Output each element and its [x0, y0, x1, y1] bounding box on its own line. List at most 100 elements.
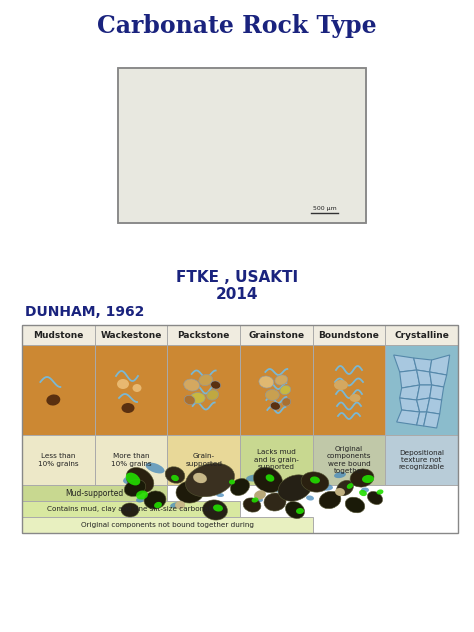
Ellipse shape: [170, 502, 180, 507]
Text: Crystalline: Crystalline: [394, 331, 449, 339]
Polygon shape: [400, 398, 419, 412]
Ellipse shape: [184, 396, 195, 404]
Ellipse shape: [230, 478, 249, 495]
Polygon shape: [417, 385, 432, 400]
Bar: [22, 501, 240, 517]
Ellipse shape: [301, 472, 329, 492]
Text: 2014: 2014: [216, 287, 258, 302]
Ellipse shape: [154, 502, 162, 508]
Ellipse shape: [121, 403, 135, 413]
Polygon shape: [400, 385, 419, 400]
Ellipse shape: [216, 493, 224, 497]
Ellipse shape: [136, 497, 144, 502]
Ellipse shape: [270, 402, 280, 410]
Bar: [385, 345, 458, 435]
Ellipse shape: [350, 469, 374, 487]
Ellipse shape: [349, 394, 361, 402]
Ellipse shape: [282, 398, 291, 406]
Bar: [385, 325, 458, 345]
Bar: [240, 345, 313, 435]
Polygon shape: [417, 412, 427, 426]
Bar: [313, 345, 385, 435]
Ellipse shape: [347, 483, 353, 489]
Bar: [22, 325, 458, 533]
Ellipse shape: [273, 487, 287, 494]
Ellipse shape: [146, 463, 164, 473]
Ellipse shape: [207, 390, 219, 400]
Bar: [313, 325, 385, 345]
Ellipse shape: [310, 477, 320, 483]
Ellipse shape: [175, 501, 185, 509]
Ellipse shape: [257, 498, 263, 502]
Ellipse shape: [124, 480, 146, 496]
Text: Boundstone: Boundstone: [319, 331, 380, 339]
Polygon shape: [400, 370, 419, 388]
Text: Mudstone: Mudstone: [33, 331, 83, 339]
Ellipse shape: [285, 501, 304, 518]
Text: Mud-supported: Mud-supported: [65, 489, 124, 497]
Bar: [22, 485, 167, 501]
Text: 500 μm: 500 μm: [313, 206, 337, 211]
Bar: [118, 68, 366, 223]
Text: Contains mud, clay and fine silt-size carbonate: Contains mud, clay and fine silt-size ca…: [46, 506, 216, 512]
Ellipse shape: [254, 490, 266, 500]
Ellipse shape: [181, 487, 189, 492]
Ellipse shape: [259, 376, 274, 388]
Ellipse shape: [337, 480, 354, 495]
Ellipse shape: [350, 480, 360, 486]
Ellipse shape: [185, 463, 235, 497]
Polygon shape: [427, 398, 442, 414]
Ellipse shape: [176, 481, 204, 503]
Bar: [95, 435, 167, 485]
Polygon shape: [414, 358, 432, 372]
Ellipse shape: [193, 473, 207, 483]
Ellipse shape: [252, 497, 258, 502]
Ellipse shape: [265, 389, 279, 401]
Ellipse shape: [300, 479, 310, 485]
Bar: [313, 435, 385, 485]
Polygon shape: [429, 372, 447, 387]
Ellipse shape: [265, 474, 274, 482]
Ellipse shape: [117, 379, 129, 389]
Bar: [22, 517, 313, 533]
Ellipse shape: [345, 497, 365, 513]
Ellipse shape: [190, 392, 205, 403]
Ellipse shape: [171, 475, 179, 481]
Polygon shape: [417, 398, 429, 412]
Bar: [167, 435, 240, 485]
Ellipse shape: [184, 379, 200, 391]
Ellipse shape: [280, 386, 291, 394]
Ellipse shape: [278, 475, 312, 501]
Ellipse shape: [121, 503, 139, 517]
Ellipse shape: [376, 489, 383, 495]
Ellipse shape: [319, 491, 341, 509]
Ellipse shape: [362, 475, 374, 483]
Polygon shape: [424, 412, 440, 428]
Ellipse shape: [213, 504, 223, 511]
Ellipse shape: [202, 500, 228, 520]
Bar: [22, 325, 95, 345]
Bar: [118, 68, 366, 223]
Bar: [240, 435, 313, 485]
Text: Original
components
were bound
together: Original components were bound together: [327, 446, 371, 474]
Bar: [22, 345, 95, 435]
Ellipse shape: [367, 492, 383, 504]
Ellipse shape: [335, 488, 345, 496]
Text: Carbonate Rock Type: Carbonate Rock Type: [97, 14, 377, 38]
Polygon shape: [429, 355, 450, 375]
Polygon shape: [429, 385, 444, 400]
Ellipse shape: [254, 468, 283, 492]
Text: DUNHAM, 1962: DUNHAM, 1962: [25, 305, 145, 319]
Ellipse shape: [230, 482, 240, 488]
Bar: [385, 435, 458, 485]
Text: Original components not bound together during: Original components not bound together d…: [81, 522, 254, 528]
Text: Wackestone: Wackestone: [100, 331, 162, 339]
Ellipse shape: [144, 491, 166, 509]
Ellipse shape: [199, 374, 212, 386]
Text: Grain-
supported: Grain- supported: [185, 453, 222, 467]
Ellipse shape: [291, 502, 300, 507]
Bar: [240, 325, 313, 345]
Ellipse shape: [243, 498, 261, 512]
Bar: [95, 325, 167, 345]
Ellipse shape: [136, 490, 148, 499]
